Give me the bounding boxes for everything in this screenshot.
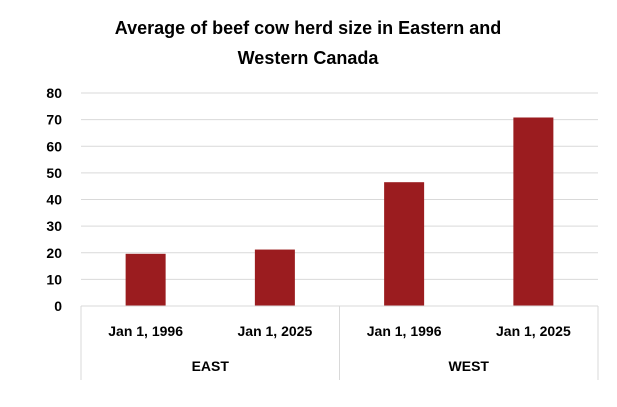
bars [125,117,554,307]
y-tick-label: 10 [46,271,62,287]
gridlines [81,92,598,280]
y-tick-label: 70 [46,112,62,128]
chart-title-line-1: Average of beef cow herd size in Eastern… [115,18,501,38]
x-category-label: Jan 1, 1996 [108,323,183,339]
y-tick-label: 40 [46,192,62,208]
y-tick-label: 30 [46,218,62,234]
chart-title-line-2: Western Canada [238,48,380,68]
chart-title: Average of beef cow herd size in Eastern… [115,18,501,68]
x-axis: Jan 1, 1996 Jan 1, 2025 Jan 1, 1996 Jan 1, … [80,305,599,380]
y-axis-tick-labels: 0 10 20 30 40 50 60 70 80 [46,85,62,314]
bar [254,249,295,306]
x-category-label: Jan 1, 2025 [496,323,571,339]
x-category-label: Jan 1, 2025 [238,323,313,339]
x-group-label: EAST [192,358,230,374]
x-category-label: Jan 1, 1996 [367,323,442,339]
y-tick-label: 20 [46,245,62,261]
y-tick-label: 0 [54,298,62,314]
y-tick-label: 50 [46,165,62,181]
bar [384,182,425,306]
y-tick-label: 60 [46,138,62,154]
x-group-label: WEST [449,358,490,374]
bar [513,117,554,307]
y-tick-label: 80 [46,85,62,101]
bar [125,253,166,306]
